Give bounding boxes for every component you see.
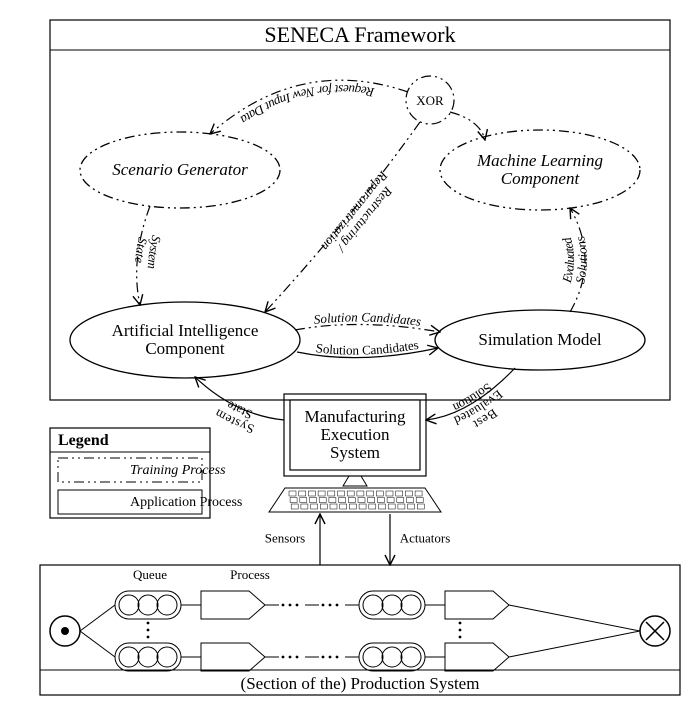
svg-text:Manufacturing: Manufacturing xyxy=(304,407,406,426)
svg-text:XOR: XOR xyxy=(416,93,444,108)
svg-text:Machine Learning: Machine Learning xyxy=(476,151,603,170)
svg-text:(Section of the) Production Sy: (Section of the) Production System xyxy=(241,674,480,693)
process-icon xyxy=(201,643,265,671)
edge xyxy=(450,112,485,140)
svg-text:Scenario Generator: Scenario Generator xyxy=(112,160,248,179)
process-icon xyxy=(445,643,509,671)
svg-text:Actuators: Actuators xyxy=(400,531,451,546)
svg-text:Execution: Execution xyxy=(321,425,390,444)
svg-text:Application Process: Application Process xyxy=(130,495,242,510)
svg-text:Simulation Model: Simulation Model xyxy=(478,330,602,349)
svg-text:Legend: Legend xyxy=(58,432,109,449)
svg-text:Component: Component xyxy=(501,169,581,188)
process-icon xyxy=(201,591,265,619)
framework-title: SENECA Framework xyxy=(264,22,455,47)
svg-text:Queue: Queue xyxy=(133,567,167,582)
svg-text:Training Process: Training Process xyxy=(130,463,226,478)
process-icon xyxy=(445,591,509,619)
svg-text:Request for New Input Data: Request for New Input Data xyxy=(237,82,376,128)
svg-text:System: System xyxy=(330,443,380,462)
svg-text:Component: Component xyxy=(145,339,225,358)
svg-text:Artificial Intelligence: Artificial Intelligence xyxy=(112,321,259,340)
svg-text:Process: Process xyxy=(230,567,270,582)
svg-text:Sensors: Sensors xyxy=(265,531,305,546)
